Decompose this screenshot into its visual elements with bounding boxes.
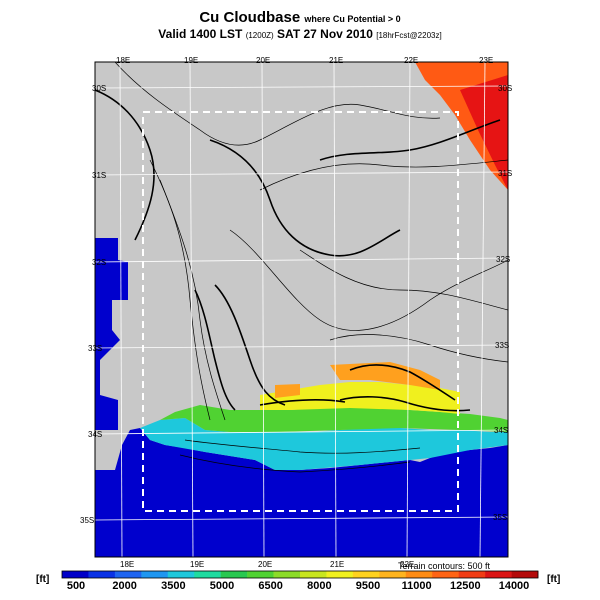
- valid-time-line: Valid 1400 LST (1200Z) SAT 27 Nov 2010 […: [0, 27, 600, 41]
- colorbar-swatch: [458, 571, 486, 578]
- terrain-contours: [114, 62, 508, 473]
- colorbar-swatch: [432, 571, 459, 578]
- colorbar-tick-label: 12500: [450, 580, 481, 592]
- terrain-contour-note: Terrain contours: 500 ft: [398, 561, 491, 571]
- colorbar-swatch: [300, 571, 327, 578]
- map-title: Cu Cloudbase where Cu Potential > 0: [0, 9, 600, 26]
- lat-left-label: 34S: [88, 430, 103, 439]
- west-coast-cloudbase: [95, 238, 128, 430]
- lon-bottom-label: 21E: [330, 560, 345, 569]
- colorbar-frame: [61, 570, 539, 579]
- colorbar-tick-label: 9500: [355, 580, 381, 592]
- lat-right-label: 33S: [495, 341, 510, 350]
- lon-bottom-label: 18E: [120, 560, 135, 569]
- lat-left-label: 30S: [92, 84, 107, 93]
- lat-right-label: 30S: [498, 84, 513, 93]
- lon-bottom-label: 20E: [258, 560, 273, 569]
- colorbar-tick-label: 3500: [161, 580, 186, 592]
- valid-date: SAT 27 Nov 2010: [277, 27, 373, 41]
- colorbar-swatch: [247, 571, 274, 578]
- lon-top-label: 19E: [184, 56, 199, 65]
- lat-right-label: 31S: [498, 169, 513, 178]
- valid-utc: (1200Z): [245, 31, 274, 40]
- colorbar-swatch: [273, 571, 301, 578]
- map-panel: [95, 62, 508, 557]
- lon-top-label: 23E: [479, 56, 494, 65]
- map-frame: [94, 61, 509, 558]
- colorbar-swatch: [405, 571, 433, 578]
- inner-domain-outline: [142, 111, 459, 512]
- colorbar-tick-label: 14000: [498, 580, 530, 592]
- lon-bottom-label: 22E: [400, 560, 415, 569]
- colorbar-swatch: [352, 571, 380, 578]
- colorbar-swatch: [194, 571, 221, 578]
- colorbar-tick-label: 11000: [401, 580, 432, 592]
- lon-top-label: 18E: [116, 56, 131, 65]
- lat-left-label: 31S: [92, 171, 107, 180]
- colorbar-swatch: [220, 571, 248, 578]
- colorbar-swatch: [167, 571, 195, 578]
- ocean-cloudbase-area: [95, 428, 508, 557]
- cloudbase-band-yellow: [260, 382, 460, 414]
- colorbar-swatch: [326, 571, 354, 578]
- colorbar-unit-left: [ft]: [36, 574, 50, 585]
- colorbar-swatch: [114, 571, 142, 578]
- colorbar-tick-label: 5000: [209, 580, 235, 592]
- colorbar-tick-label: 2000: [112, 580, 137, 592]
- cloudbase-contours: [95, 89, 501, 412]
- lat-right-label: 32S: [496, 255, 511, 264]
- lon-bottom-label: 19E: [190, 560, 205, 569]
- forecast-info: [18hrFcst@2203z]: [376, 31, 442, 40]
- colorbar-swatch: [379, 571, 407, 578]
- colorbar-tick-label: 8000: [307, 580, 332, 592]
- colorbar-unit-right: [ft]: [547, 574, 561, 585]
- lat-left-label: 33S: [88, 344, 103, 353]
- graticule: [95, 62, 508, 557]
- colorbar-swatch: [62, 571, 89, 578]
- colorbar-tick-label: 6500: [258, 580, 283, 592]
- colorbar-swatch: [511, 571, 539, 578]
- lon-top-label: 20E: [256, 56, 271, 65]
- lon-top-label: 21E: [329, 56, 344, 65]
- title-main: Cu Cloudbase: [199, 9, 301, 26]
- cloudbase-band-orange: [275, 362, 440, 398]
- lat-left-label: 35S: [80, 516, 95, 525]
- lat-right-label: 34S: [494, 426, 509, 435]
- lat-right-label: 35S: [493, 513, 508, 522]
- colorbar: [61, 570, 539, 579]
- valid-prefix: Valid 1400 LST: [158, 27, 243, 41]
- colorbar-swatch: [141, 571, 169, 578]
- cloudbase-band-green: [160, 405, 508, 432]
- colorbar-tick-label: 500: [66, 580, 86, 592]
- lon-top-label: 22E: [404, 56, 419, 65]
- lat-left-label: 32S: [92, 258, 107, 267]
- colorbar-swatch: [485, 571, 512, 578]
- title-sub: where Cu Potential > 0: [304, 14, 401, 24]
- colorbar-swatch: [88, 571, 116, 578]
